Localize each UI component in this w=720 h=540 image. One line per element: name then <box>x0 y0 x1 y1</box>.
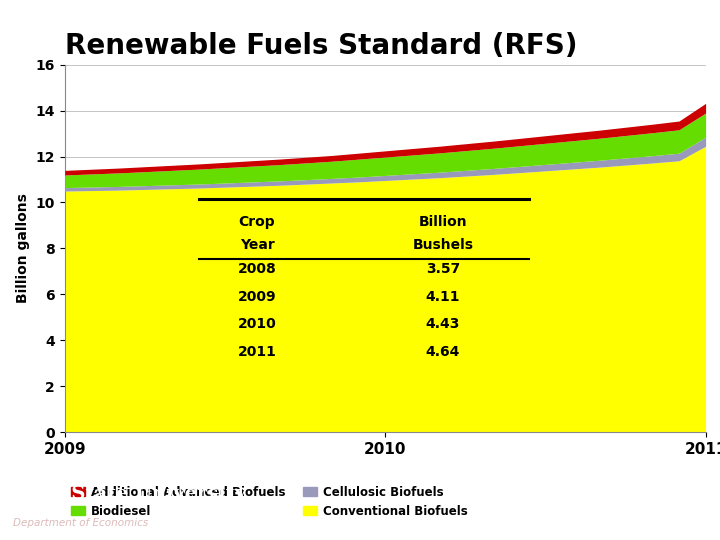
Text: Department of Economics: Department of Economics <box>13 518 148 528</box>
Text: 4.43: 4.43 <box>426 317 460 331</box>
Text: Year: Year <box>240 238 274 252</box>
Text: 2008: 2008 <box>238 262 276 276</box>
Text: 4.11: 4.11 <box>426 289 460 303</box>
Text: Bushels: Bushels <box>413 238 473 252</box>
Text: 2009: 2009 <box>238 289 276 303</box>
Legend: Additional Advanced Biofuels, Biodiesel, Cellulosic Biofuels, Conventional Biofu: Additional Advanced Biofuels, Biodiesel,… <box>71 485 468 517</box>
Text: 3.57: 3.57 <box>426 262 460 276</box>
Text: Billion: Billion <box>418 215 467 229</box>
Text: Iowa State University: Iowa State University <box>13 485 246 503</box>
Text: 2011: 2011 <box>238 345 276 359</box>
Text: Crop: Crop <box>239 215 275 229</box>
Y-axis label: Billion gallons: Billion gallons <box>16 193 30 303</box>
Text: 4.64: 4.64 <box>426 345 460 359</box>
Text: 2010: 2010 <box>238 317 276 331</box>
Text: Renewable Fuels Standard (RFS): Renewable Fuels Standard (RFS) <box>65 32 577 60</box>
